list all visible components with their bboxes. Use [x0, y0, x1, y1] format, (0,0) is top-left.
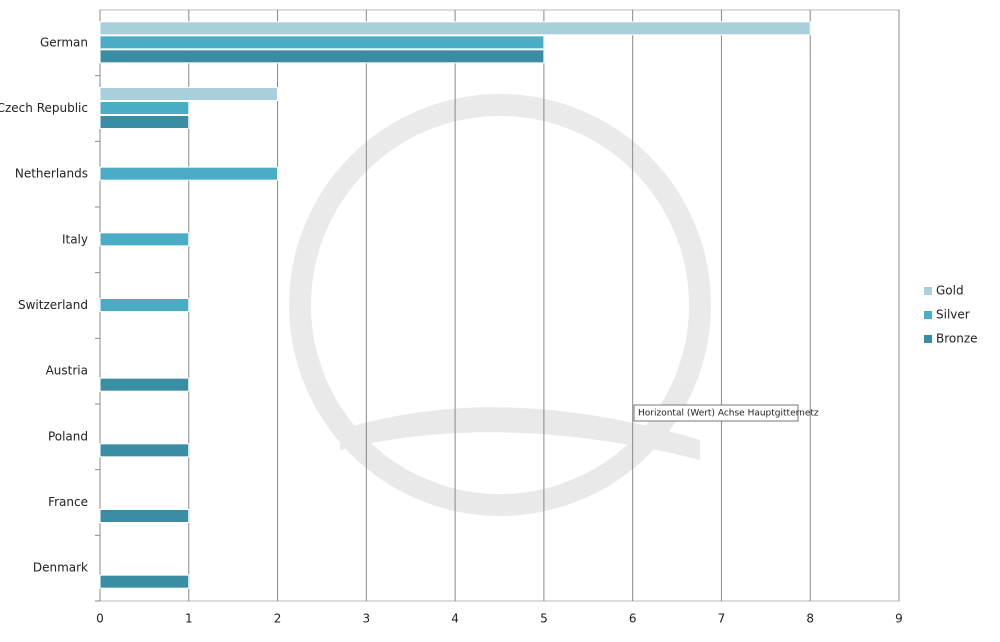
- y-tick-label: Czech Republic: [0, 101, 88, 115]
- bar: [99, 232, 190, 247]
- bar: [99, 443, 190, 458]
- bar: [99, 35, 545, 50]
- tooltip: Horizontal (Wert) Achse Hauptgitternetz: [633, 404, 819, 422]
- x-tick-label: 0: [96, 612, 104, 626]
- x-tick-label: 8: [806, 612, 814, 626]
- bar: [99, 101, 190, 115]
- x-tick-label: 1: [185, 612, 193, 626]
- bar: [99, 115, 190, 129]
- y-tick-label: Poland: [48, 429, 88, 443]
- legend-swatch: [924, 335, 932, 343]
- legend-swatch: [924, 311, 932, 319]
- y-tick-label: Denmark: [33, 561, 88, 575]
- tooltip-text: Horizontal (Wert) Achse Hauptgitternetz: [638, 409, 819, 419]
- y-tick-label: Italy: [62, 232, 88, 246]
- tooltip-box: [633, 404, 799, 422]
- x-tick-label: 2: [274, 612, 282, 626]
- bar: [99, 87, 279, 101]
- y-tick-label: Netherlands: [15, 167, 88, 181]
- y-tick-label: German: [40, 35, 88, 49]
- bar: [99, 509, 190, 523]
- bar: [99, 49, 545, 64]
- y-tick-label: Switzerland: [18, 298, 88, 312]
- y-tick-label: France: [48, 495, 88, 509]
- bar: [99, 298, 190, 312]
- x-tick-label: 7: [718, 612, 726, 626]
- grid: [95, 10, 900, 602]
- bar: [99, 166, 279, 181]
- legend-swatch: [924, 287, 932, 295]
- x-tick-label: 5: [540, 612, 548, 626]
- legend-label: Silver: [936, 308, 970, 322]
- x-tick-label: 4: [451, 612, 459, 626]
- bar: [99, 377, 190, 392]
- bar: [99, 574, 190, 589]
- x-tick-label: 6: [629, 612, 637, 626]
- bars: [99, 21, 811, 589]
- labels: 0 1 2 3 4 5 6 7 8 9 German Czech Republic Netherland…: [0, 35, 978, 625]
- y-tick-label: Austria: [46, 364, 88, 378]
- watermark: [289, 94, 711, 516]
- bar: [99, 21, 811, 36]
- x-tick-label: 9: [895, 612, 903, 626]
- legend-label: Bronze: [936, 332, 978, 346]
- legend-label: Gold: [936, 284, 964, 298]
- x-tick-label: 3: [363, 612, 371, 626]
